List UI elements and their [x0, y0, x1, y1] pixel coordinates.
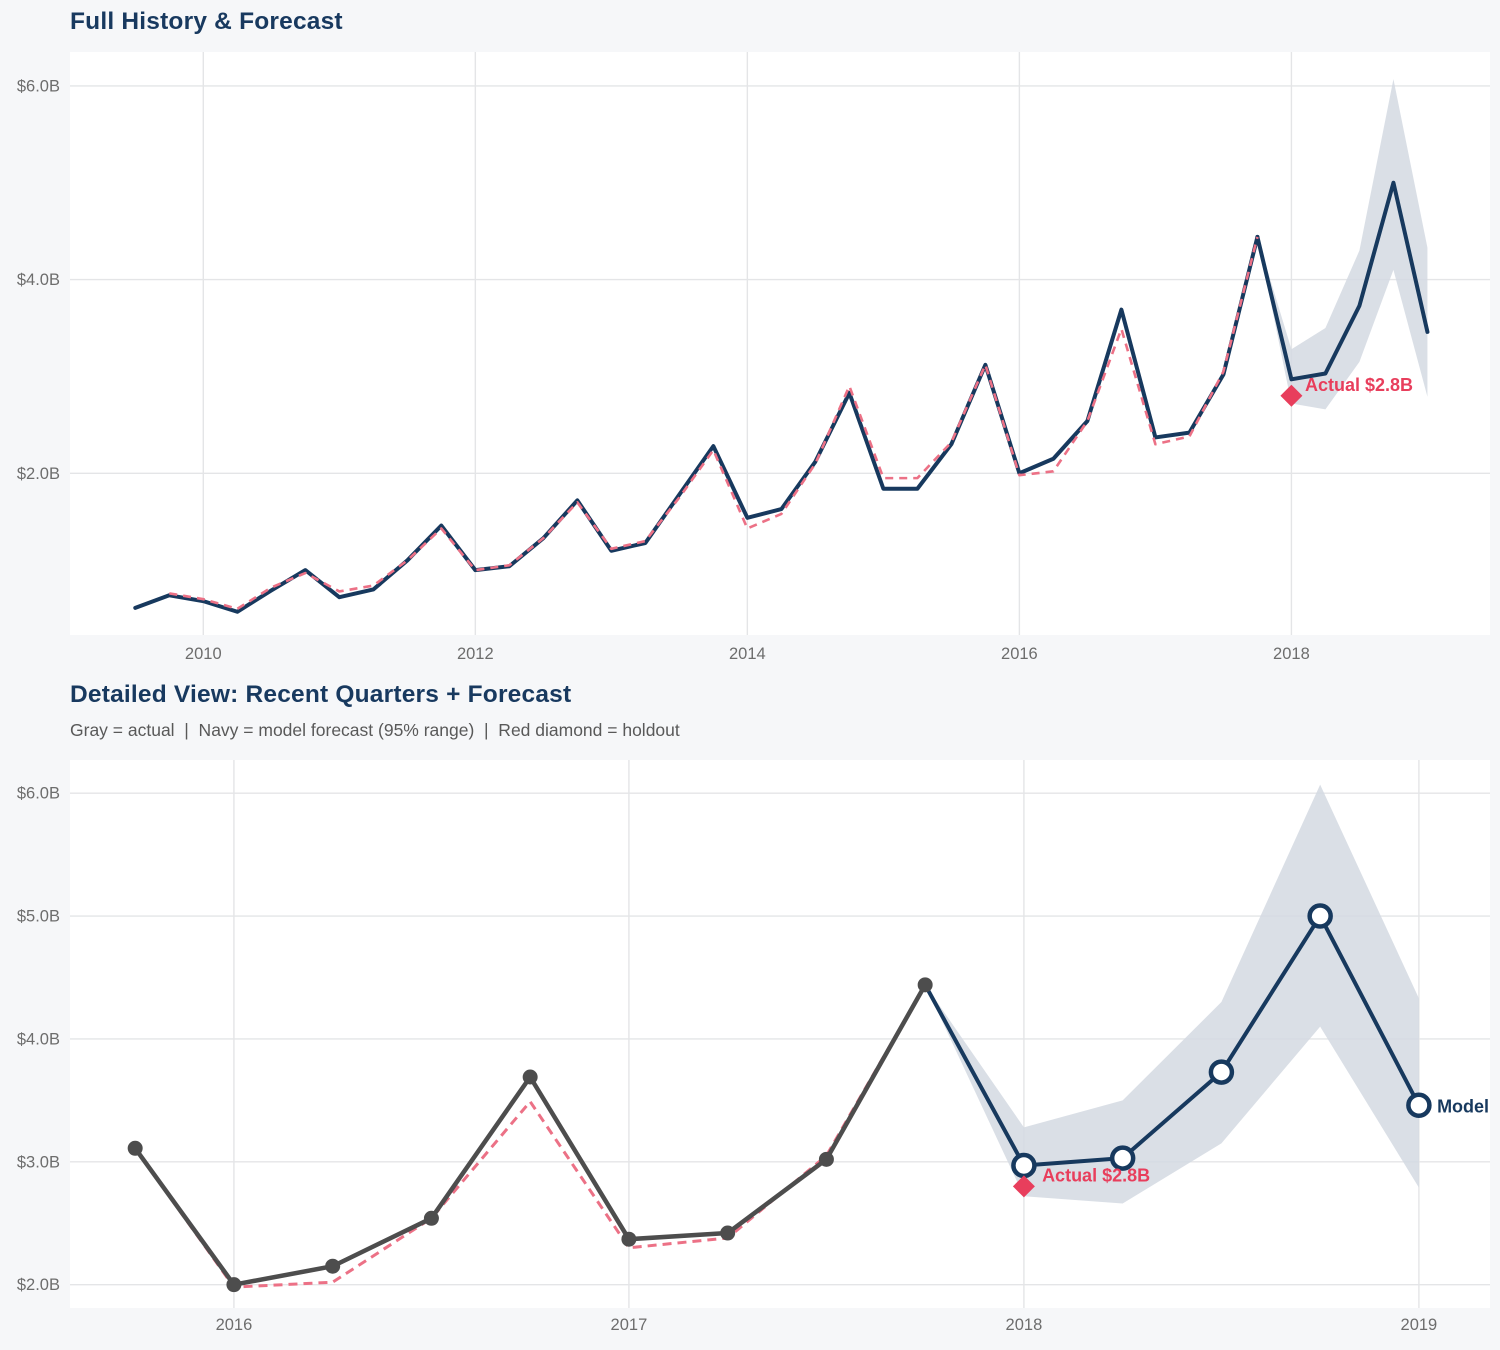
chart2-title: Detailed View: Recent Quarters + Forecas…: [70, 681, 572, 708]
chart2-legend-subtitle: Gray = actual | Navy = model forecast (9…: [70, 720, 680, 740]
holdout-diamond: [1012, 1175, 1035, 1198]
series-actual: [127, 977, 933, 1293]
x-tick-label: 2016: [216, 1316, 253, 1334]
tick-labels: 2016 2017 2018 2019 $2.0B $3.0B $4.0B $5.0B $6.0…: [17, 785, 1437, 1334]
model-forecast-point-marker: [1307, 903, 1333, 929]
actual-point-marker: [621, 1231, 637, 1247]
actual-point-marker: [226, 1277, 242, 1293]
x-tick-label: 2016: [1001, 645, 1038, 663]
model-forecast-point-marker: [1208, 1059, 1235, 1085]
x-tick-label: 2010: [185, 645, 222, 663]
chart1-title: Full History & Forecast: [70, 8, 343, 35]
series-model-forecast: [1255, 180, 1430, 382]
actual-history-line: [133, 234, 1260, 614]
y-tick-label: $3.0B: [17, 1153, 60, 1171]
actual-point-marker: [127, 1140, 143, 1156]
x-tick-label: 2014: [729, 645, 766, 663]
y-tick-label: $5.0B: [17, 908, 60, 926]
actual-point-marker: [522, 1069, 538, 1085]
chart-1: 2010 2012 2014 2016 2018 $2.0B $4.0B $6.0B Actua…: [17, 52, 1490, 663]
y-tick-label: $4.0B: [17, 271, 60, 289]
x-tick-label: 2017: [611, 1316, 648, 1334]
x-tick-label: 2019: [1401, 1316, 1438, 1334]
chart-2: 2016 2017 2018 2019 $2.0B $3.0B $4.0B $5.0B $6.0…: [17, 760, 1490, 1334]
series-model-fit: [169, 236, 1259, 611]
model-forecast-line: [1255, 180, 1430, 382]
actual-point-marker: [917, 977, 933, 993]
holdout-label: Actual $2.8B: [1042, 1165, 1150, 1185]
actual-point-marker: [423, 1210, 439, 1226]
model-forecast-point-marker: [1109, 1145, 1136, 1171]
x-tick-label: 2012: [457, 645, 494, 663]
x-tick-label: 2018: [1273, 645, 1310, 663]
model-fit-line: [169, 236, 1259, 611]
series-actual-history: [133, 234, 1260, 614]
gridlines: [70, 52, 1490, 635]
plot-area: [70, 52, 1490, 635]
forecast-95pct-band: [1257, 79, 1428, 410]
holdout-diamond: [1280, 384, 1303, 407]
holdout-label: Actual $2.8B: [1305, 375, 1413, 395]
actual-point-marker: [325, 1258, 341, 1274]
gridlines: [70, 760, 1490, 1308]
actual-point-marker: [720, 1225, 736, 1241]
y-tick-label: $6.0B: [17, 77, 60, 95]
model-forecast-line: [923, 914, 1421, 1168]
actual-point-marker: [818, 1151, 834, 1167]
model-end-label: Model: [1437, 1097, 1489, 1117]
model-forecast-point-marker: [1011, 1152, 1037, 1179]
model-forecast-point-marker: [1406, 1092, 1432, 1119]
series-model-forecast: [923, 903, 1432, 1179]
forecast-95pct-band: [925, 784, 1419, 1204]
y-tick-label: $6.0B: [17, 785, 60, 803]
y-tick-label: $2.0B: [17, 1276, 60, 1294]
y-tick-label: $4.0B: [17, 1030, 60, 1048]
y-tick-label: $2.0B: [17, 465, 60, 483]
tick-labels: 2010 2012 2014 2016 2018 $2.0B $4.0B $6.0B: [17, 77, 1310, 663]
x-tick-label: 2018: [1006, 1316, 1043, 1334]
